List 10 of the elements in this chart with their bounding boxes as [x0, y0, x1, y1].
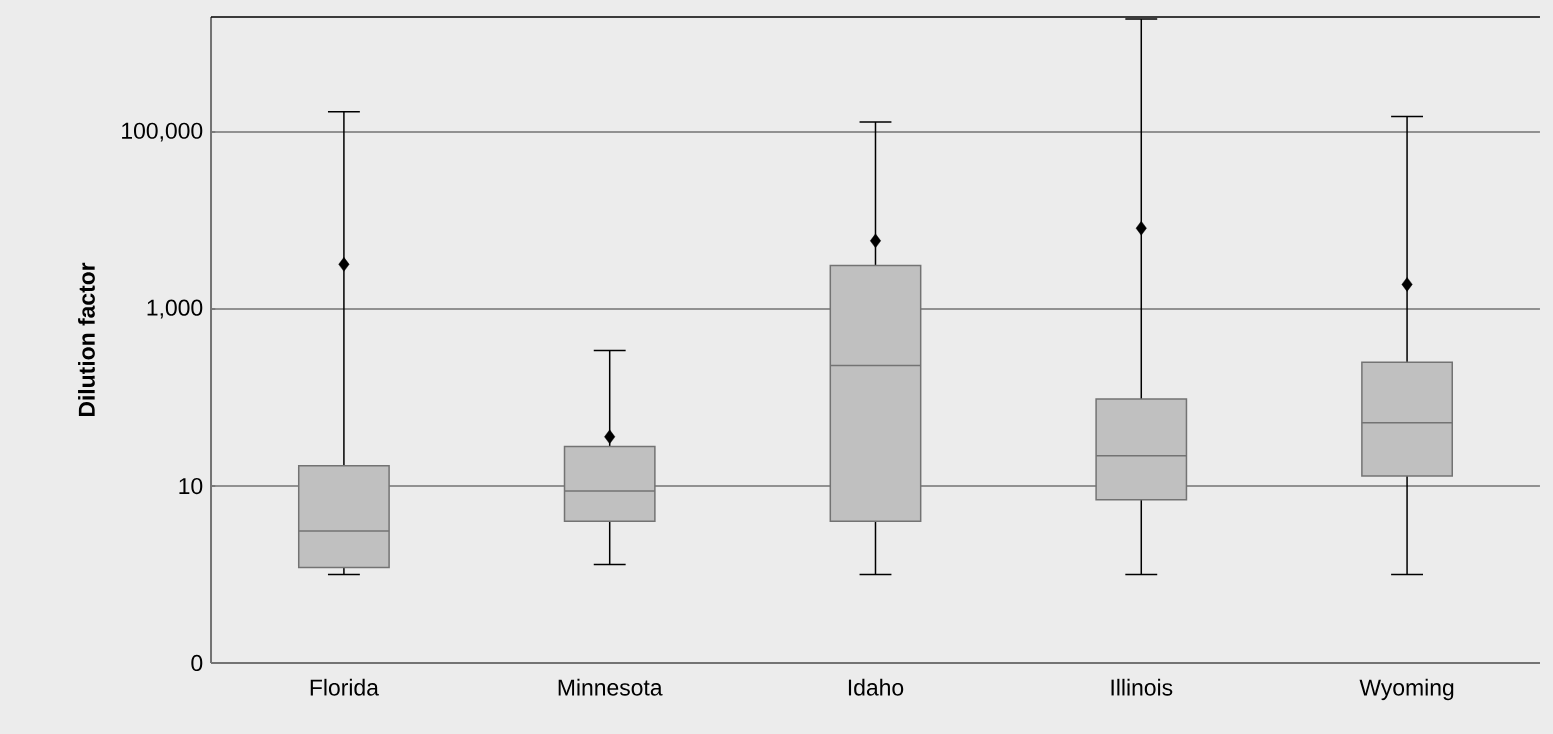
y-tick-label: 1,000 [147, 299, 203, 319]
x-tick-label: Idaho [848, 678, 904, 696]
x-tick-label: Wyoming [1359, 678, 1454, 701]
x-tick-label: Illinois [1111, 678, 1173, 696]
y-tick-label: 0 [191, 654, 203, 672]
x-tick-label: Florida [310, 678, 379, 696]
y-tick-label: 10 [179, 477, 203, 495]
x-tick-label: Minnesota [558, 678, 663, 696]
y-tick-label: 100,000 [122, 122, 203, 142]
y-axis-title: Dilution factor [78, 262, 95, 417]
